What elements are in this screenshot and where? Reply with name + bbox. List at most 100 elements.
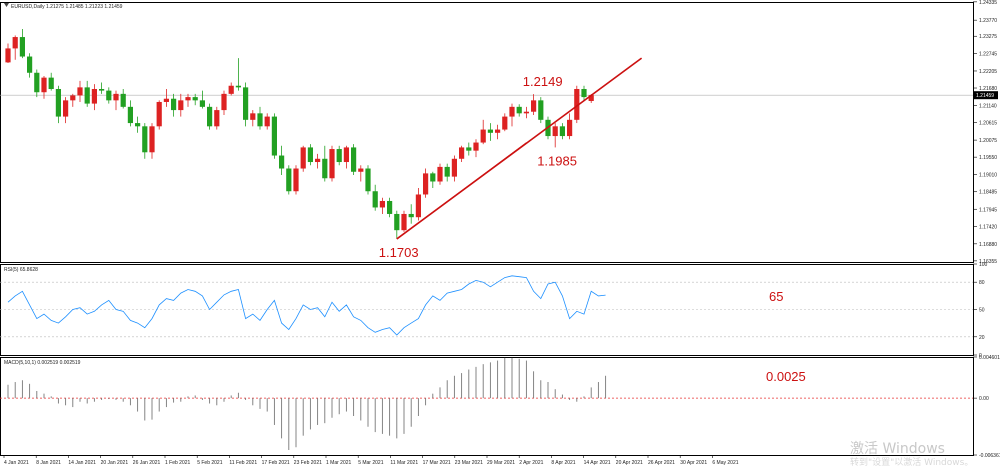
candle-bear	[199, 100, 205, 107]
candle-bear	[55, 88, 61, 117]
candle-bear	[19, 37, 25, 57]
x-tick-label: 26 Jan 2021	[133, 460, 161, 466]
candle-bull	[588, 95, 594, 102]
x-tick-label: 4 Jan 2021	[4, 460, 29, 466]
candle-bull	[228, 85, 234, 94]
rsi-tick-label: 50	[979, 308, 985, 314]
candle-bull	[293, 168, 299, 192]
x-tick-label: 2 Apr 2021	[519, 460, 543, 466]
x-tick-label: 1 Feb 2021	[165, 460, 191, 466]
candle-bull	[567, 119, 573, 137]
price-tick-label: 1.21140	[979, 104, 997, 110]
candle-bull	[329, 149, 335, 179]
trendline	[396, 142, 527, 240]
candle-bear	[430, 173, 436, 182]
candle-bull	[459, 147, 465, 159]
chart-title: EURUSD,Daily 1.21275 1.21485 1.21223 1.2…	[11, 4, 123, 10]
candle-bull	[149, 126, 155, 153]
x-tick-label: 1 Mar 2021	[326, 460, 352, 466]
panel-frame	[0, 357, 974, 456]
candle-bear	[387, 200, 393, 214]
candle-bull	[41, 77, 47, 93]
price-tick-label: 1.22745	[979, 51, 997, 57]
candle-bear	[171, 98, 177, 111]
x-tick-label: 23 Mar 2021	[455, 460, 483, 466]
price-tick-label: 1.21680	[979, 86, 997, 92]
rsi-line	[7, 275, 606, 336]
candle-bull	[185, 97, 191, 101]
candle-bull	[495, 129, 501, 133]
candle-bull	[12, 37, 18, 49]
price-tick-label: 1.22205	[979, 69, 997, 75]
x-tick-label: 17 Feb 2021	[262, 460, 290, 466]
price-annotation: 1.1985	[537, 153, 577, 168]
macd-tick-label: -0.006361	[979, 453, 1000, 459]
candle-bear	[538, 100, 544, 120]
current-price-box	[974, 91, 998, 100]
candle-bear	[279, 155, 285, 169]
macd-tick-label: 0.00	[979, 396, 989, 402]
candle-bear	[135, 123, 141, 127]
candle-bear	[307, 147, 313, 163]
x-tick-label: 23 Feb 2021	[294, 460, 322, 466]
x-tick-label: 5 Mar 2021	[358, 460, 384, 466]
windows-activation-hint: 转到"设置"以激活 Windows。	[850, 458, 974, 468]
rsi-tick-label: 80	[979, 280, 985, 286]
candle-bull	[178, 100, 184, 111]
candle-bear	[394, 213, 400, 231]
candle-bull	[214, 110, 220, 127]
candle-bull	[552, 126, 558, 137]
rsi-tick-label: 0	[979, 353, 982, 359]
candle-bear	[581, 88, 587, 98]
x-tick-label: 20 Apr 2021	[616, 460, 643, 466]
candle-bear	[351, 147, 357, 172]
x-tick-label: 6 May 2021	[712, 460, 738, 466]
candle-bear	[322, 158, 328, 179]
candle-bull	[250, 113, 256, 120]
current-price-label: 1.21459	[976, 93, 994, 99]
price-tick-label: 1.20075	[979, 138, 997, 144]
rsi-tick-label: 20	[979, 335, 985, 341]
x-tick-label: 8 Apr 2021	[551, 460, 575, 466]
price-tick-label: 1.19550	[979, 155, 997, 161]
price-tick-label: 1.18485	[979, 190, 997, 196]
x-tick-label: 30 Apr 2021	[680, 460, 707, 466]
candle-bull	[91, 88, 97, 104]
candle-bear	[559, 126, 565, 137]
candle-bear	[142, 126, 148, 153]
chart-menu-icon	[4, 3, 9, 7]
price-tick-label: 1.19010	[979, 173, 997, 179]
candle-bear	[516, 106, 522, 114]
candle-bull	[379, 200, 385, 208]
panel-frame	[0, 2, 974, 263]
candle-bull	[401, 213, 407, 231]
rsi-title: RSI(5) 65.8628	[4, 267, 38, 273]
candle-bear	[192, 97, 198, 101]
candle-bear	[487, 129, 493, 133]
candle-bull	[315, 158, 321, 163]
x-tick-label: 20 Jan 2021	[101, 460, 129, 466]
candle-bull	[221, 93, 227, 111]
candle-bull	[77, 87, 83, 96]
candle-bull	[502, 116, 508, 130]
candle-bear	[257, 113, 263, 127]
x-tick-label: 14 Apr 2021	[584, 460, 611, 466]
candle-bear	[106, 90, 112, 101]
candle-bear	[286, 168, 292, 192]
macd-title: MACD(5,10,1) 0.002519 0.002519	[4, 360, 81, 366]
candle-bear	[84, 87, 90, 104]
x-tick-label: 29 Mar 2021	[487, 460, 515, 466]
candle-bear	[466, 147, 472, 151]
candle-bear	[336, 149, 342, 163]
candle-bear	[372, 191, 378, 208]
candle-bear	[408, 213, 414, 218]
price-tick-label: 1.17420	[979, 224, 997, 230]
candle-bear	[235, 85, 241, 88]
candle-bull	[264, 116, 270, 127]
price-tick-label: 1.24335	[979, 0, 997, 6]
candle-bear	[99, 88, 105, 91]
candle-bear	[271, 116, 277, 156]
candle-bull	[156, 101, 162, 127]
candle-bull	[343, 147, 349, 163]
